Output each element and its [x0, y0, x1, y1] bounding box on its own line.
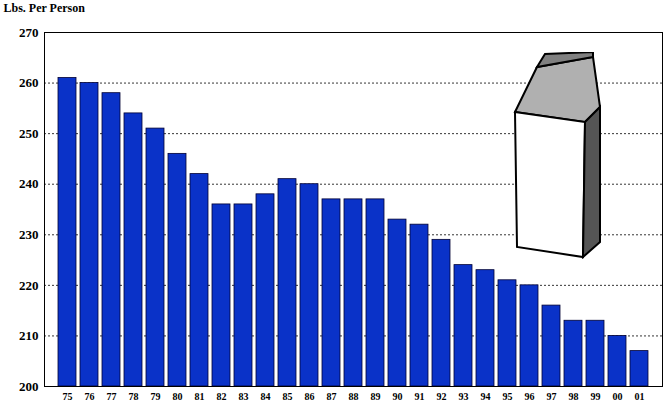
- svg-text:78: 78: [129, 391, 139, 402]
- svg-text:79: 79: [151, 391, 161, 402]
- svg-text:85: 85: [283, 391, 293, 402]
- svg-text:76: 76: [85, 391, 95, 402]
- svg-text:88: 88: [349, 391, 359, 402]
- svg-text:82: 82: [217, 391, 227, 402]
- svg-text:210: 210: [19, 328, 39, 343]
- svg-text:81: 81: [195, 391, 205, 402]
- svg-text:240: 240: [19, 176, 39, 191]
- svg-text:91: 91: [415, 391, 425, 402]
- svg-text:230: 230: [19, 227, 39, 242]
- svg-text:01: 01: [635, 391, 645, 402]
- svg-text:89: 89: [371, 391, 381, 402]
- svg-text:97: 97: [547, 391, 557, 402]
- svg-text:96: 96: [525, 391, 535, 402]
- svg-text:77: 77: [107, 391, 117, 402]
- svg-text:98: 98: [569, 391, 579, 402]
- svg-text:94: 94: [481, 391, 491, 402]
- svg-text:270: 270: [19, 25, 39, 40]
- svg-text:86: 86: [305, 391, 315, 402]
- svg-text:Lbs. Per Person: Lbs. Per Person: [4, 1, 86, 15]
- svg-text:83: 83: [239, 391, 249, 402]
- svg-text:90: 90: [393, 391, 403, 402]
- svg-text:75: 75: [63, 391, 73, 402]
- svg-text:80: 80: [173, 391, 183, 402]
- svg-text:87: 87: [327, 391, 337, 402]
- svg-text:220: 220: [19, 278, 39, 293]
- svg-text:95: 95: [503, 391, 513, 402]
- svg-text:260: 260: [19, 75, 39, 90]
- svg-text:92: 92: [437, 391, 447, 402]
- svg-text:99: 99: [591, 391, 601, 402]
- svg-text:250: 250: [19, 126, 39, 141]
- svg-text:00: 00: [613, 391, 623, 402]
- svg-text:200: 200: [19, 379, 39, 394]
- svg-text:93: 93: [459, 391, 469, 402]
- svg-text:84: 84: [261, 391, 271, 402]
